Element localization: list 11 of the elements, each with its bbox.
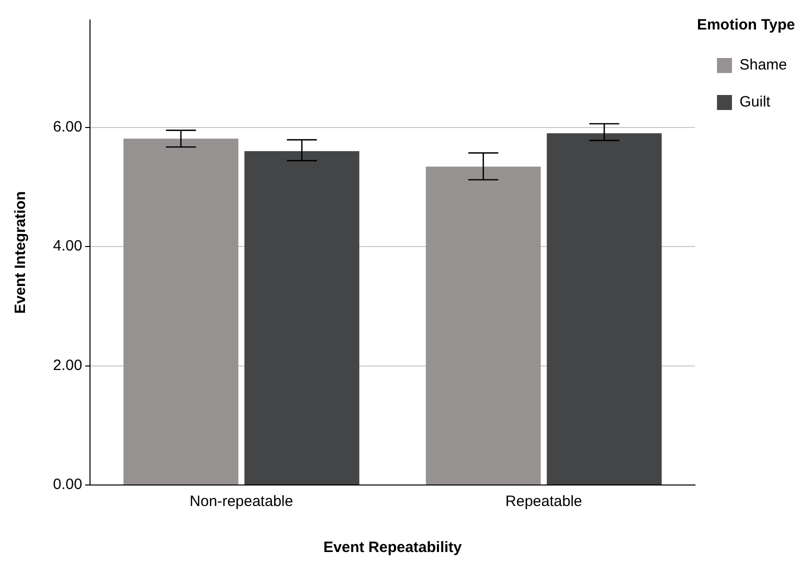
y-tick-label: 2.00	[52, 356, 82, 374]
x-tick-label: Non-repeatable	[190, 493, 294, 510]
legend-title: Emotion Type	[696, 16, 796, 34]
x-axis-title: Event Repeatability	[323, 539, 462, 556]
legend-label: Shame	[739, 56, 788, 74]
y-axis-title: Event Integration	[12, 191, 30, 314]
y-tick-label: 4.00	[52, 238, 82, 255]
y-tick-label: 0.00	[52, 476, 82, 494]
legend-label: Guilt	[739, 94, 772, 111]
x-tick-label: Repeatable	[505, 493, 582, 510]
y-tick-label: 6.00	[52, 118, 82, 136]
